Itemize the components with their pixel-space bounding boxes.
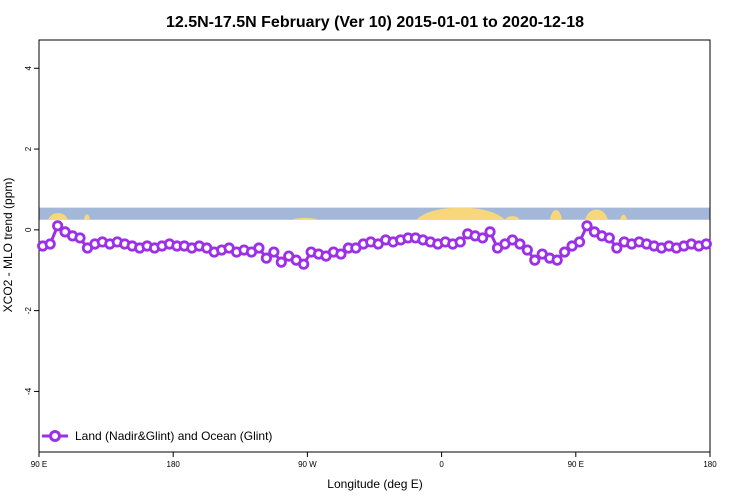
x-tick-label: 180 <box>703 460 717 469</box>
data-point <box>454 236 466 248</box>
land-patch <box>84 214 90 220</box>
data-point <box>268 246 280 258</box>
y-tick-label: 2 <box>24 146 33 151</box>
land-patch <box>585 209 608 220</box>
data-point <box>253 242 265 254</box>
data-point <box>514 238 526 250</box>
data-point <box>484 226 496 238</box>
y-axis-label: XCO2 - MLO trend (ppm) <box>1 178 15 313</box>
y-tick-label: -4 <box>24 387 33 395</box>
data-point <box>275 256 287 268</box>
x-tick-label: 90 W <box>298 460 317 469</box>
data-point <box>260 252 272 264</box>
land-patch <box>550 210 562 220</box>
data-point <box>603 232 615 244</box>
data-point <box>573 236 586 248</box>
y-axis: 4 2 0 -2 -4 <box>24 66 39 395</box>
series-group <box>37 220 712 270</box>
data-point <box>559 246 571 258</box>
data-point <box>521 244 533 256</box>
y-tick-label: 0 <box>24 227 33 232</box>
land-patch <box>416 207 505 220</box>
chart-title: 12.5N-17.5N February (Ver 10) 2015-01-01… <box>166 14 584 31</box>
x-tick-label: 90 E <box>568 460 584 469</box>
ocean-band <box>39 207 710 220</box>
data-point <box>52 220 64 232</box>
legend-entry: Land (Nadir&Glint) and Ocean (Glint) <box>75 429 272 443</box>
x-tick-label: 180 <box>167 460 181 469</box>
data-point <box>700 238 712 250</box>
x-axis-label: Longitude (deg E) <box>327 477 422 491</box>
data-point <box>477 232 489 244</box>
data-point <box>581 220 593 232</box>
x-axis: 90 E 180 90 W 0 90 E 180 <box>31 452 717 469</box>
x-tick-label: 90 E <box>31 460 47 469</box>
data-point <box>298 258 310 270</box>
data-point <box>529 254 541 266</box>
legend-marker <box>49 430 61 442</box>
land-patch <box>48 213 68 220</box>
x-tick-label: 0 <box>439 460 444 469</box>
data-point <box>44 238 56 250</box>
data-point <box>74 232 86 244</box>
land-patch <box>505 216 520 220</box>
land-mask-band <box>39 207 710 220</box>
data-point <box>335 248 347 260</box>
land-patch <box>620 214 627 220</box>
land-patch <box>292 217 318 220</box>
y-tick-label: 4 <box>24 66 33 71</box>
y-tick-label: -2 <box>24 307 33 315</box>
data-point <box>611 242 623 254</box>
data-point <box>551 254 563 266</box>
legend: Land (Nadir&Glint) and Ocean (Glint) <box>42 429 272 443</box>
